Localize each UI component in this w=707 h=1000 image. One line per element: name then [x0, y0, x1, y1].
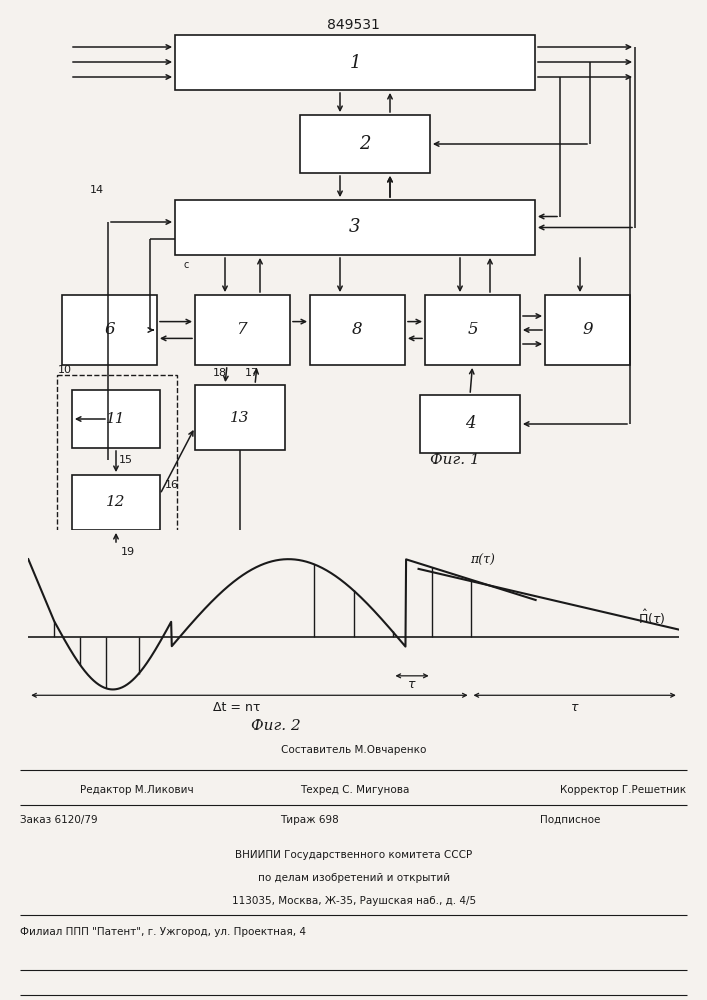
Text: 3: 3	[349, 219, 361, 236]
Text: 8: 8	[352, 322, 363, 338]
Text: ВНИИПИ Государственного комитета СССР: ВНИИПИ Государственного комитета СССР	[235, 850, 472, 860]
Bar	[310, 295, 405, 365]
Text: 6: 6	[104, 322, 115, 338]
Text: 5: 5	[467, 322, 478, 338]
Text: Редактор М.Ликович: Редактор М.Ликович	[80, 785, 194, 795]
Text: 14: 14	[90, 185, 104, 195]
Bar	[62, 295, 157, 365]
Text: по делам изобретений и открытий: по делам изобретений и открытий	[258, 873, 450, 883]
Bar	[57, 375, 177, 543]
Text: $\hat{\Pi}(\tau)$: $\hat{\Pi}(\tau)$	[638, 608, 666, 627]
Bar	[195, 295, 290, 365]
Text: 16: 16	[165, 480, 179, 490]
Text: Тираж 698: Тираж 698	[280, 815, 339, 825]
Text: 13: 13	[230, 410, 250, 424]
Text: 17: 17	[245, 368, 259, 378]
Text: Δt = nτ: Δt = nτ	[213, 701, 260, 714]
Text: Составитель М.Овчаренко: Составитель М.Овчаренко	[281, 745, 427, 755]
Bar	[175, 200, 535, 255]
Text: 15: 15	[119, 455, 133, 465]
Bar	[195, 385, 285, 450]
Text: Филиал ППП "Патент", г. Ужгород, ул. Проектная, 4: Филиал ППП "Патент", г. Ужгород, ул. Про…	[20, 927, 306, 937]
Bar	[175, 35, 535, 90]
Text: 19: 19	[121, 547, 135, 557]
Bar	[300, 115, 430, 173]
Text: 2: 2	[359, 135, 370, 153]
Bar	[425, 295, 520, 365]
Text: Корректор Г.Решетник: Корректор Г.Решетник	[560, 785, 686, 795]
Text: 12: 12	[106, 495, 126, 510]
Text: 7: 7	[237, 322, 248, 338]
Text: 9: 9	[582, 322, 592, 338]
Text: 113035, Москва, Ж-35, Раушская наб., д. 4/5: 113035, Москва, Ж-35, Раушская наб., д. …	[232, 896, 476, 906]
Text: Подписное: Подписное	[540, 815, 600, 825]
Text: 4: 4	[464, 416, 475, 432]
Bar	[72, 390, 160, 448]
Text: 18: 18	[213, 368, 227, 378]
Text: 11: 11	[106, 412, 126, 426]
Bar	[420, 395, 520, 453]
Text: 1: 1	[349, 53, 361, 72]
Text: Фиг. 1: Фиг. 1	[430, 453, 480, 467]
Text: Фиг. 2: Фиг. 2	[250, 719, 300, 733]
Text: 10: 10	[58, 365, 72, 375]
Bar	[545, 295, 630, 365]
Text: Заказ 6120/79: Заказ 6120/79	[20, 815, 98, 825]
Text: Техред С. Мигунова: Техред С. Мигунова	[300, 785, 409, 795]
Text: π(τ): π(τ)	[471, 554, 496, 567]
Text: τ: τ	[408, 678, 416, 690]
Bar	[72, 475, 160, 530]
Text: τ: τ	[571, 701, 578, 714]
Text: 849531: 849531	[327, 18, 380, 32]
Text: c: c	[183, 260, 188, 270]
